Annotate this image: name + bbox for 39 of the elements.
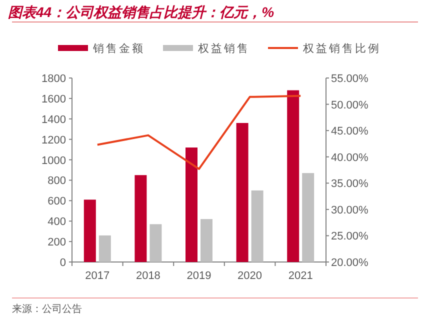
- bar: [287, 90, 300, 262]
- bar: [98, 235, 111, 262]
- y-tick-label: 800: [48, 175, 66, 188]
- bar: [302, 173, 314, 262]
- y-tick-label: 1400: [42, 114, 66, 126]
- bar: [200, 219, 212, 262]
- y-tick-label: 400: [48, 216, 66, 228]
- y2-tick-label: 25.00%: [331, 230, 369, 243]
- bar: [84, 200, 96, 262]
- y2-tick-label: 50.00%: [331, 99, 369, 112]
- y2-tick-label: 30.00%: [331, 204, 369, 216]
- y-tick-label: 200: [48, 236, 66, 249]
- y2-tick-label: 45.00%: [331, 126, 369, 138]
- y-tick-label: 600: [48, 196, 66, 208]
- y2-tick-label: 20.00%: [331, 257, 369, 269]
- legend-label: 权益销售比例: [302, 42, 381, 55]
- bar: [134, 175, 147, 262]
- x-tick-label: 2017: [85, 270, 110, 282]
- line-series: [96, 94, 302, 170]
- y2-tick-label: 40.00%: [331, 152, 369, 164]
- bar: [186, 148, 198, 262]
- y-tick-label: 1600: [42, 93, 66, 106]
- y-tick-label: 1000: [42, 154, 66, 167]
- chart-title: 图表44：公司权益销售占比提升：亿元，%: [8, 4, 275, 20]
- bar: [251, 190, 264, 262]
- y-tick-label: 1200: [42, 134, 66, 146]
- x-tick-label: 2019: [186, 270, 212, 282]
- legend-label: 权益销售: [197, 43, 250, 55]
- legend-label: 销售金额: [92, 42, 145, 55]
- x-tick-label: 2018: [136, 270, 160, 282]
- source-note: 来源：公司公告: [12, 303, 82, 315]
- y2-tick-label: 35.00%: [331, 178, 369, 190]
- y-tick-label: 1800: [42, 73, 66, 85]
- y2-tick-label: 55.00%: [331, 73, 369, 85]
- x-tick-label: 2021: [288, 270, 313, 282]
- y-tick-label: 0: [60, 257, 66, 269]
- bar: [150, 224, 162, 262]
- bar: [236, 122, 248, 262]
- x-tick-label: 2020: [238, 270, 262, 282]
